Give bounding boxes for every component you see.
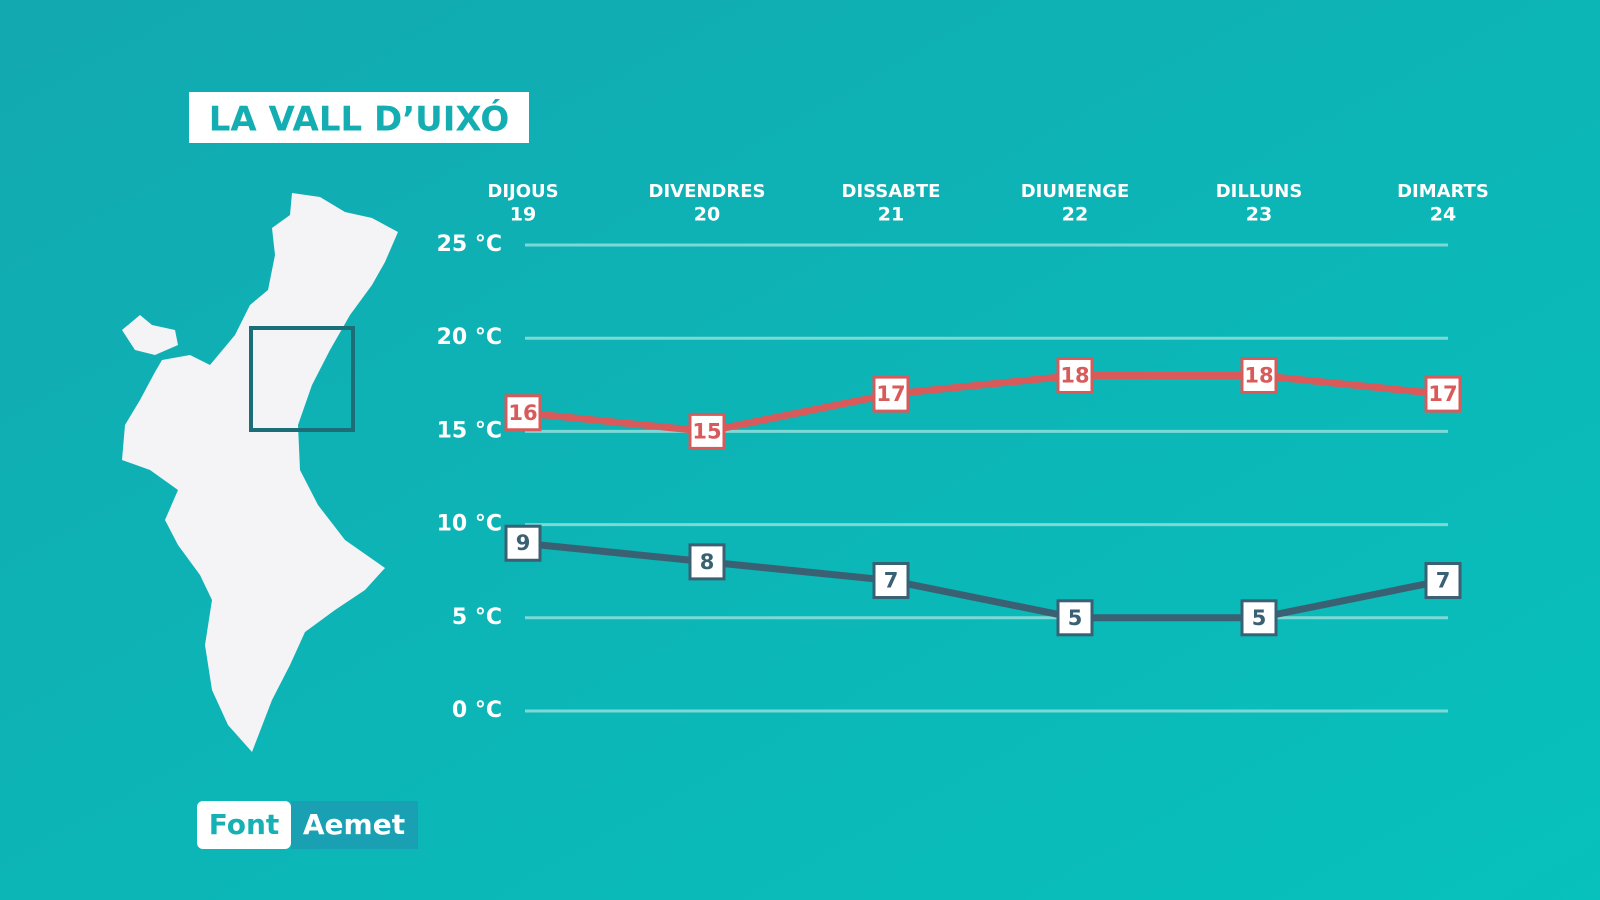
data-point	[872, 375, 910, 413]
data-point	[872, 562, 910, 600]
x-tick-date: 22	[1062, 204, 1088, 226]
region-map	[122, 193, 398, 752]
data-point	[504, 524, 542, 562]
x-tick-label: DIVENDRES	[649, 181, 766, 202]
data-point	[504, 394, 542, 432]
y-tick-label: 25 °C	[437, 232, 502, 257]
data-label: 18	[1060, 363, 1089, 387]
x-tick-label: DIUMENGE	[1021, 181, 1130, 202]
data-label: 15	[692, 419, 721, 443]
x-tick-date: 24	[1430, 204, 1456, 226]
x-tick-date: 23	[1246, 204, 1272, 226]
data-label: 8	[700, 550, 715, 574]
data-point	[1424, 562, 1462, 600]
data-label: 17	[1428, 382, 1457, 406]
source: Font Aemet	[197, 801, 418, 849]
source-name: Aemet	[303, 808, 405, 841]
x-tick-label: DILLUNS	[1216, 181, 1303, 202]
series-line	[522, 371, 1444, 435]
data-label: 5	[1068, 606, 1083, 630]
data-label: 17	[876, 382, 905, 406]
y-tick-label: 0 °C	[452, 698, 502, 723]
data-label: 18	[1244, 363, 1273, 387]
data-point	[1056, 356, 1094, 394]
source-label-box	[197, 801, 291, 849]
map-island	[122, 315, 178, 355]
source-label: Font	[209, 808, 280, 841]
data-point	[1424, 375, 1462, 413]
data-point	[688, 412, 726, 450]
location-box	[249, 326, 355, 432]
y-tick-label: 15 °C	[437, 418, 502, 443]
x-tick-date: 19	[510, 204, 536, 226]
data-label: 9	[516, 531, 531, 555]
data-point	[1240, 599, 1278, 637]
data-point	[688, 543, 726, 581]
source-box	[291, 801, 418, 849]
chart-title: LA VALL D’UIXÓ	[209, 99, 510, 140]
y-tick-label: 20 °C	[437, 325, 502, 350]
data-point	[1240, 356, 1278, 394]
x-tick-date: 21	[878, 204, 904, 226]
data-label: 16	[508, 401, 537, 425]
data-label: 7	[1436, 569, 1451, 593]
y-tick-label: 10 °C	[437, 512, 502, 537]
map-shape	[122, 193, 398, 752]
series-line	[522, 539, 1444, 622]
x-tick-label: DISSABTE	[842, 181, 941, 202]
title-box	[189, 92, 529, 143]
x-tick-date: 20	[694, 204, 720, 226]
y-tick-label: 5 °C	[452, 605, 502, 630]
data-point	[1056, 599, 1094, 637]
x-tick-label: DIJOUS	[487, 181, 558, 202]
data-label: 7	[884, 569, 899, 593]
data-label: 5	[1252, 606, 1267, 630]
x-tick-label: DIMARTS	[1397, 181, 1489, 202]
